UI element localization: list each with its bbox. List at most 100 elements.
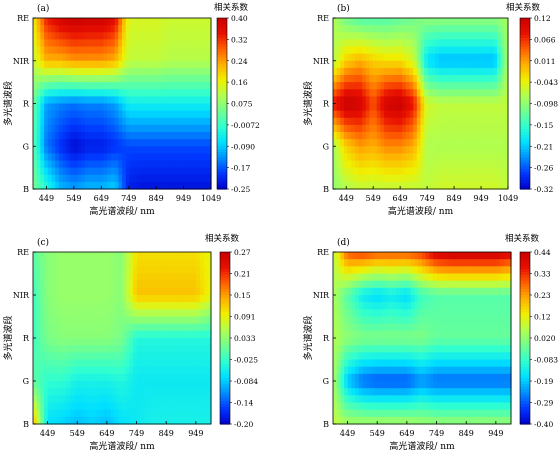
heatmap-cell (40, 117, 45, 126)
heatmap-cell (347, 153, 352, 162)
heatmap-cell (103, 153, 108, 162)
heatmap-cell (84, 338, 90, 346)
heatmap-cell (488, 309, 494, 318)
heatmap-cell (489, 110, 495, 119)
heatmap-cell (155, 287, 160, 296)
heatmap-cell (351, 174, 356, 183)
heatmap-cell (33, 330, 38, 339)
heatmap-cell (107, 103, 112, 112)
heatmap-cell (387, 139, 392, 147)
heatmap-cell (333, 146, 338, 154)
heatmap-cell (500, 110, 505, 119)
heatmap-cell (446, 82, 451, 90)
heatmap-cell (413, 167, 418, 176)
heatmap-cell (199, 103, 205, 112)
heatmap-cell (373, 381, 379, 389)
heatmap-cell (73, 75, 79, 83)
heatmap-cell (140, 259, 145, 267)
heatmap-cell (151, 153, 156, 162)
heatmap-cell (500, 60, 505, 69)
heatmap-cell (40, 309, 45, 318)
heatmap-cell (84, 316, 90, 325)
heatmap-cell (451, 295, 456, 303)
colorbar-segment (520, 29, 530, 33)
heatmap-cell (499, 309, 505, 318)
heatmap-cell (47, 18, 53, 26)
heatmap-cell (47, 96, 53, 105)
heatmap-cell (402, 103, 407, 112)
heatmap-cell (347, 110, 352, 119)
heatmap-cell (440, 381, 445, 389)
heatmap-cell (333, 117, 338, 126)
heatmap-cell (402, 32, 407, 40)
colorbar-segment (520, 317, 530, 322)
heatmap-cell (192, 82, 197, 90)
heatmap-cell (466, 388, 471, 396)
heatmap-cell (394, 110, 400, 119)
heatmap-cell (444, 302, 449, 310)
heatmap-cell (392, 338, 397, 346)
heatmap-cell (396, 259, 401, 267)
heatmap-cell (159, 75, 164, 83)
heatmap-cell (44, 32, 49, 40)
heatmap-cell (88, 75, 93, 83)
colorbar-segment (217, 183, 227, 187)
heatmap-cell (125, 103, 131, 112)
heatmap-cell (125, 252, 131, 260)
colorbar-segment (520, 66, 530, 70)
colorbar-segment (220, 346, 230, 351)
heatmap-cell (199, 153, 205, 162)
heatmap-cell (482, 39, 487, 48)
heatmap-cell (507, 352, 512, 361)
heatmap-cell (44, 146, 49, 154)
heatmap-cell (503, 395, 508, 404)
heatmap-cell (199, 25, 205, 33)
heatmap-cell (394, 75, 400, 83)
heatmap-cell (377, 402, 382, 411)
heatmap-cell (73, 124, 79, 133)
y-tick-label: R (23, 100, 30, 109)
heatmap-cell (96, 338, 101, 346)
heatmap-cell (55, 309, 60, 318)
colorbar-segment (217, 40, 227, 45)
colorbar-c: 0.270.210.150.0910.033-0.025-0.084-0.14-… (205, 233, 258, 429)
heatmap-cell (44, 103, 49, 112)
heatmap-cell (147, 381, 153, 389)
heatmap-cell (497, 39, 502, 48)
heatmap-cell (429, 309, 434, 318)
heatmap-cell (192, 103, 197, 112)
heatmap-cell (40, 39, 45, 48)
heatmap-cell (177, 117, 182, 126)
heatmap-cell (384, 110, 389, 119)
heatmap-cell (333, 280, 338, 289)
heatmap-cell (485, 280, 490, 289)
heatmap-cell (420, 67, 425, 76)
heatmap-cell (336, 330, 342, 339)
heatmap-cell (203, 103, 208, 112)
heatmap-cell (151, 309, 156, 318)
heatmap-cell (414, 359, 419, 368)
heatmap-cell (162, 89, 168, 97)
heatmap-cell (58, 124, 64, 133)
heatmap-cell (99, 117, 105, 126)
heatmap-cell (466, 266, 471, 275)
heatmap-cell (144, 103, 149, 112)
heatmap-cell (462, 330, 468, 339)
colorbar-segment (220, 297, 230, 302)
heatmap-cell (192, 252, 197, 260)
heatmap-cell (422, 287, 427, 296)
heatmap-cell (88, 366, 93, 375)
heatmap-cell (384, 46, 389, 55)
heatmap-cell (122, 323, 127, 332)
heatmap-cell (399, 381, 405, 389)
heatmap-cell (485, 252, 490, 260)
heatmap-cell (110, 67, 116, 76)
heatmap-cell (431, 117, 436, 126)
heatmap-cell (99, 103, 105, 112)
heatmap-cell (398, 25, 403, 33)
heatmap-cell (344, 416, 349, 425)
heatmap-cell (162, 302, 168, 310)
heatmap-cell (140, 181, 145, 190)
heatmap-cell (387, 75, 392, 83)
heatmap-cell (369, 39, 374, 48)
